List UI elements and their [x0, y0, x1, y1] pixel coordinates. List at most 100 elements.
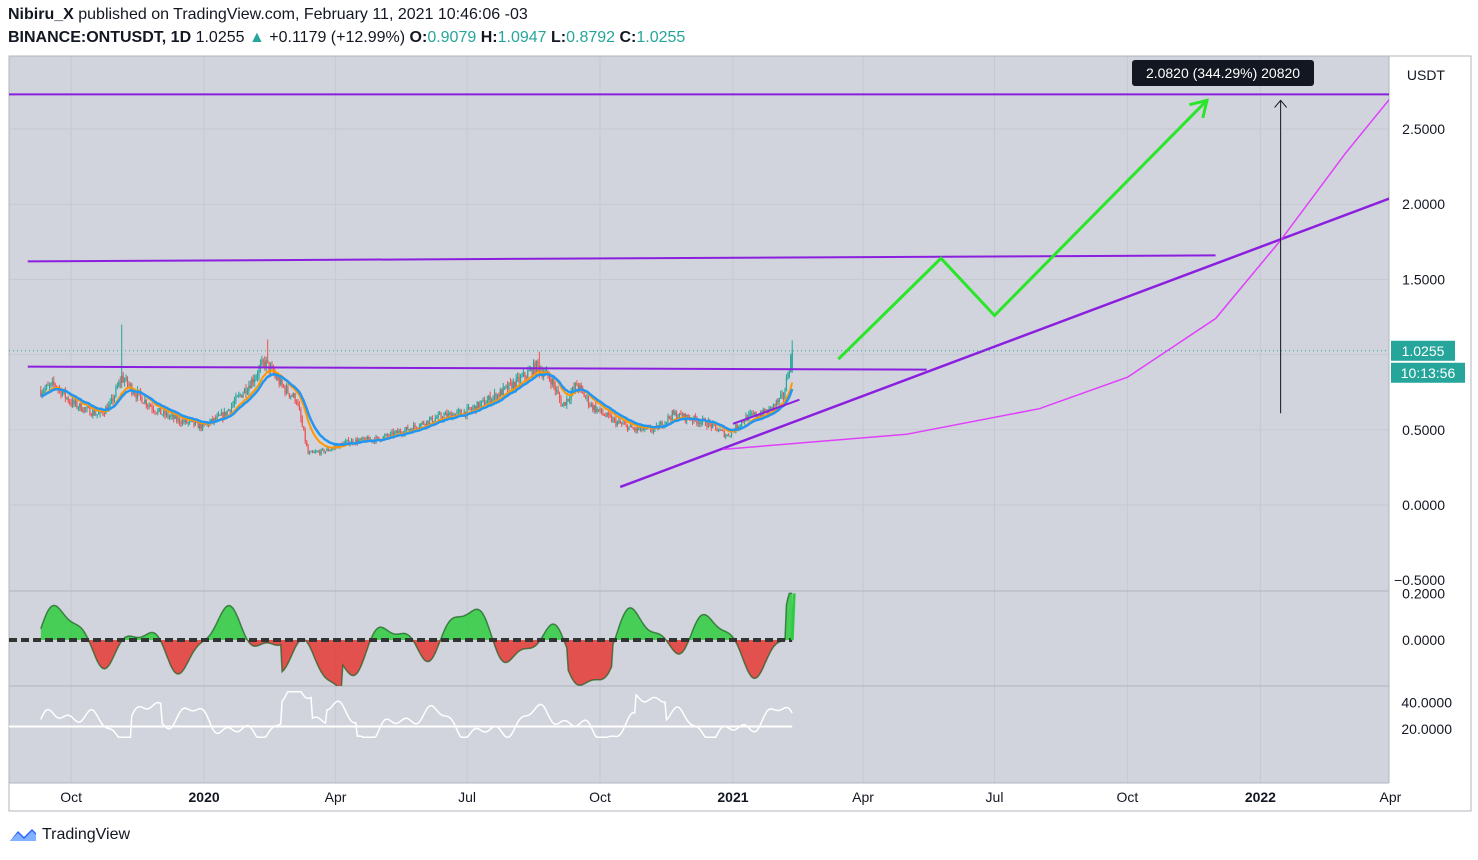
candle-body-370: [574, 383, 577, 389]
candle-body-142: [245, 388, 247, 394]
candle-body-38: [95, 414, 97, 416]
candle-body-408: [629, 425, 631, 427]
candle-body-282: [447, 413, 449, 418]
candle-body-28: [80, 403, 82, 412]
candle-body-470: [719, 429, 721, 431]
time-axis-area[interactable]: [9, 783, 1471, 811]
short-trendline: [732, 398, 800, 425]
y-tick-label: 1.5000: [1402, 271, 1445, 287]
tradingview-footer[interactable]: TradingView: [8, 826, 130, 844]
candle-body-497: [758, 416, 760, 418]
candle-body-240: [386, 434, 389, 436]
candle-body-20: [69, 401, 71, 403]
candle-body-327: [512, 381, 514, 390]
candle-body-97: [180, 422, 182, 425]
price-pane[interactable]: [9, 64, 1478, 489]
candle-body-141: [243, 388, 246, 394]
candle-body-106: [193, 421, 195, 426]
candle-body-168: [282, 384, 285, 387]
candle-body-253: [405, 426, 407, 430]
candle-body-152: [259, 364, 262, 369]
candle-body-357: [556, 390, 558, 392]
candle-body-221: [359, 438, 361, 441]
candle-body-86: [164, 410, 166, 416]
high-label: H:: [480, 29, 498, 46]
candle-body-76: [150, 405, 152, 407]
osc-tick-label: 0.0000: [1402, 632, 1445, 648]
candle-body-280: [444, 413, 446, 416]
candle-body-71: [142, 402, 144, 404]
candle-body-222: [360, 438, 363, 440]
candle-body-248: [398, 430, 400, 434]
candle-body-154: [262, 360, 264, 362]
author-name[interactable]: Nibiru_X: [8, 6, 74, 23]
candle-body-353: [550, 379, 552, 385]
price-axis-area[interactable]: [1389, 56, 1471, 783]
candle-body-242: [389, 432, 392, 437]
symbol-legend: BINANCE:ONTUSDT, 1D 1.0255 ▲ +0.1179 (+1…: [8, 29, 685, 47]
candle-body-356: [554, 385, 556, 391]
candle-body-343: [535, 360, 538, 374]
candle-body-149: [255, 376, 257, 380]
ema-slow-line: [40, 372, 794, 446]
candle-body-300: [473, 405, 475, 408]
candle-body-259: [414, 424, 416, 427]
candle-body-224: [363, 437, 366, 440]
candle-body-409: [631, 425, 633, 428]
candle-body-124: [219, 414, 221, 416]
candle-body-389: [602, 412, 604, 415]
candle-body-169: [284, 386, 286, 394]
candle-body-271: [431, 416, 433, 423]
candle-body-517: [787, 377, 789, 379]
candle-body-77: [151, 406, 153, 410]
tradingview-logo-icon: [10, 829, 36, 841]
candle-body-249: [400, 430, 402, 434]
candle-body-130: [228, 409, 230, 411]
low-label: L:: [550, 29, 567, 46]
candle-body-270: [430, 416, 432, 420]
candle-body-247: [397, 430, 399, 434]
candle-body-190: [314, 451, 316, 453]
candle-body-394: [609, 414, 611, 417]
candle-body-355: [553, 379, 555, 386]
candle-body-468: [716, 427, 718, 432]
candle-body-163: [275, 375, 277, 380]
oscillator2-pane[interactable]: [9, 690, 793, 738]
candle-body-337: [527, 371, 529, 379]
candle-body-18: [66, 397, 68, 399]
candle-body-181: [301, 419, 303, 427]
candle-body-338: [528, 370, 530, 372]
candle-body-501: [764, 408, 766, 413]
candle-body-396: [612, 418, 614, 422]
oscillator-pane[interactable]: [9, 592, 796, 686]
candle-body-102: [187, 422, 189, 424]
candle-body-273: [434, 418, 436, 422]
parabolic-curve: [722, 98, 1389, 451]
grid-lines: [9, 56, 1391, 783]
candle-body-175: [293, 393, 295, 397]
candle-body-435: [668, 416, 670, 419]
candle-body-90: [170, 415, 172, 417]
candle-body-64: [132, 393, 134, 395]
candle-body-211: [345, 441, 347, 443]
candle-body-255: [408, 429, 410, 431]
candle-body-100: [184, 419, 186, 423]
candle-body-275: [437, 414, 439, 418]
candle-body-325: [509, 382, 512, 384]
candle-body-95: [177, 418, 179, 421]
candle-body-89: [168, 416, 170, 418]
y-tick-label: 2.0000: [1402, 196, 1445, 212]
candle-body-430: [661, 422, 663, 427]
candle-body-400: [618, 420, 620, 422]
candle-body-50: [112, 397, 114, 402]
projection-path: [837, 99, 1208, 361]
candle-body-125: [220, 412, 223, 416]
candle-body-73: [145, 399, 147, 406]
candle-body-243: [391, 431, 393, 433]
candle-body-386: [597, 408, 600, 411]
candle-body-48: [109, 402, 111, 406]
candle-body-264: [421, 422, 423, 424]
symbol-name[interactable]: BINANCE:ONTUSDT, 1D: [8, 29, 192, 46]
candle-body-474: [725, 435, 727, 437]
